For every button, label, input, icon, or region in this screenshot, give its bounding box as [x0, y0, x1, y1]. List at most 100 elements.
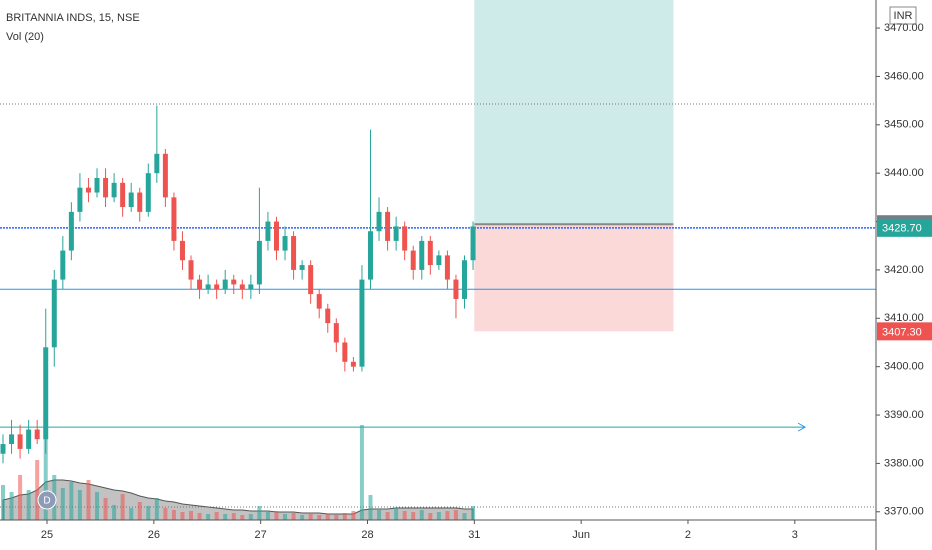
volume-bar: [257, 506, 262, 520]
x-tick-label: 31: [468, 529, 480, 541]
candle-body: [103, 178, 109, 198]
dividend-label: D: [43, 496, 50, 507]
stop-zone: [474, 224, 674, 332]
candle-body: [385, 211, 391, 241]
volume-bar: [240, 515, 245, 520]
y-tick-label: 3460.00: [884, 70, 924, 82]
volume-bar: [206, 514, 211, 520]
candle-body: [197, 279, 203, 290]
candle-body: [265, 221, 271, 241]
volume-bar: [231, 513, 236, 520]
price-tag: [877, 322, 932, 341]
candle-body: [34, 429, 40, 440]
candle-body: [402, 226, 408, 251]
volume-bar: [394, 508, 399, 520]
volume-bar: [18, 475, 23, 520]
candle-body: [462, 260, 468, 299]
volume-bar: [428, 513, 433, 520]
volume-bar: [291, 513, 296, 520]
volume-bar: [377, 510, 382, 520]
volume-bar: [402, 511, 407, 520]
candle-body: [231, 279, 237, 285]
volume-bar: [248, 514, 253, 520]
y-tick-label: 3370.00: [884, 506, 924, 518]
volume-bar: [274, 511, 279, 520]
volume-bar: [120, 494, 125, 520]
volume-bar: [308, 514, 313, 520]
volume-bar: [359, 425, 364, 520]
volume-bar: [351, 511, 356, 520]
y-tick-label: 3470.00: [884, 22, 924, 34]
candle-body: [333, 323, 339, 343]
x-tick-label: 26: [148, 529, 160, 541]
candle-body: [222, 279, 228, 290]
dividend-marker: [37, 490, 57, 510]
candle-body: [410, 250, 416, 270]
volume-bar: [445, 511, 450, 520]
volume-bar: [325, 514, 330, 520]
y-tick-label: 3400.00: [884, 361, 924, 373]
x-tick-label: 25: [41, 529, 53, 541]
chart-title: BRITANNIA INDS, 15, NSE: [6, 12, 140, 24]
currency[interactable]: INR: [894, 10, 913, 22]
volume-bar: [223, 514, 228, 520]
y-tick-label: 3420.00: [884, 264, 924, 276]
volume-bar: [265, 512, 270, 520]
indicator-label: Vol (20): [6, 31, 44, 43]
candle-body: [316, 294, 322, 309]
volume-bar: [112, 505, 117, 520]
candle-body: [145, 173, 151, 212]
volume-bar: [103, 498, 108, 520]
volume-bar: [197, 513, 202, 520]
volume-bar: [214, 512, 219, 520]
candle-body: [256, 240, 262, 285]
candle-body: [282, 236, 288, 251]
volume-bar: [436, 512, 441, 520]
candle-body: [154, 153, 160, 174]
volume-bar: [368, 495, 373, 520]
currency-box[interactable]: [889, 6, 917, 25]
candle-body: [94, 178, 100, 193]
candle-body: [120, 182, 126, 208]
candle-body: [137, 192, 143, 212]
volume-bar: [69, 482, 74, 520]
volume-bar: [1, 485, 5, 520]
candle-body: [419, 240, 425, 270]
candle-body: [188, 260, 194, 280]
candle-body: [239, 284, 245, 290]
y-tick-label: 3440.00: [884, 167, 924, 179]
candle-body: [453, 279, 459, 299]
candle-body: [350, 361, 356, 367]
candle-body: [436, 255, 442, 266]
volume-bar: [9, 492, 14, 520]
volume-bar: [77, 490, 82, 520]
x-tick-label: 28: [361, 529, 373, 541]
candle-body: [26, 429, 32, 449]
candle-body: [43, 347, 49, 440]
volume-bar: [471, 506, 476, 520]
x-tick-label: 2: [685, 529, 691, 541]
candle-body: [85, 187, 91, 193]
volume-bar: [154, 498, 159, 520]
candle-body: [273, 221, 279, 251]
price-tag: [877, 218, 932, 237]
volume-bar: [453, 510, 458, 520]
candle-body: [111, 182, 117, 198]
volume-bar: [283, 514, 288, 520]
x-tick-label: 3: [792, 529, 798, 541]
volume-bar: [462, 513, 467, 520]
candle-body: [427, 240, 433, 266]
candle-body: [68, 211, 74, 251]
candle-body: [444, 255, 450, 280]
volume-bar: [86, 480, 91, 520]
volume-bar: [342, 513, 347, 520]
volume-bar: [411, 512, 416, 520]
target-zone: [474, 0, 674, 225]
price-tag-label: 3428.70: [882, 223, 922, 235]
candle-body: [376, 211, 382, 232]
candle-body: [60, 250, 66, 280]
volume-bar: [26, 490, 31, 520]
candle-body: [359, 279, 365, 367]
candle-body: [308, 265, 314, 295]
